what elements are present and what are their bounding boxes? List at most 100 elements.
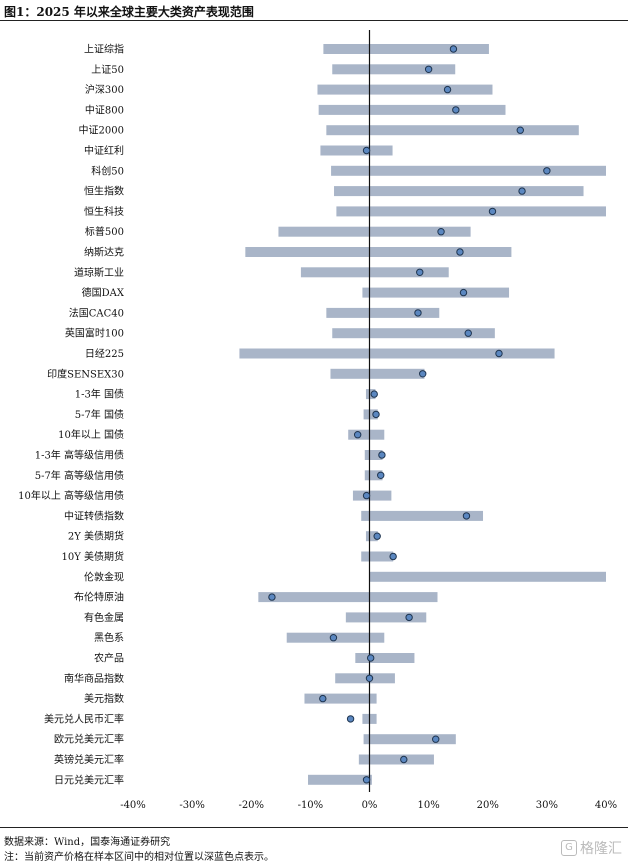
current-position-dot <box>362 776 371 784</box>
range-bar <box>300 267 449 278</box>
current-position-dot <box>353 431 362 439</box>
current-position-dot <box>377 471 385 479</box>
category-label: 欧元兑美元汇率 <box>54 733 124 746</box>
chart-title: 图1：2025 年以来全球主要大类资产表现范围 <box>4 5 254 19</box>
range-bar <box>239 348 555 359</box>
range-bar <box>361 510 484 521</box>
category-label: 日元兑美元汇率 <box>54 773 124 786</box>
range-bar <box>365 531 378 542</box>
current-position-dot <box>373 532 381 540</box>
range-bar <box>336 206 606 217</box>
category-label: 美元兑人民币汇率 <box>44 712 124 725</box>
range-bar <box>362 287 510 298</box>
category-label: 2Y 美债期货 <box>68 530 124 543</box>
x-tick-label: -10% <box>298 800 324 811</box>
range-bar <box>278 226 471 237</box>
current-position-dot <box>424 65 433 73</box>
range-bar <box>318 104 506 115</box>
current-position-dot <box>362 491 371 500</box>
current-position-dot <box>400 755 408 764</box>
range-bar <box>334 186 584 197</box>
current-position-dot <box>488 207 497 216</box>
category-label: 道琼斯工业 <box>74 266 124 279</box>
range-bar <box>331 165 606 176</box>
category-label: 科创50 <box>91 164 124 177</box>
category-label: 黑色系 <box>94 631 124 644</box>
current-position-dot <box>378 451 386 459</box>
range-bar <box>335 673 395 684</box>
category-label: 上证50 <box>91 64 124 76</box>
current-position-dot <box>414 309 422 317</box>
category-label: 伦敦金现 <box>84 570 124 583</box>
category-label: 南华商品指数 <box>64 672 124 685</box>
range-bar <box>364 450 383 460</box>
current-position-dot <box>419 370 427 378</box>
range-bar <box>245 247 512 257</box>
category-label: 10年以上 高等级信用债 <box>18 489 124 502</box>
range-bar <box>332 64 456 75</box>
range-bar <box>317 84 493 95</box>
category-label: 中证2000 <box>79 124 124 137</box>
current-position-dot <box>362 146 371 155</box>
category-label: 英镑兑美元汇率 <box>54 753 124 766</box>
current-position-dot <box>370 390 378 398</box>
bottom-rule <box>0 827 628 828</box>
range-bar <box>323 44 489 54</box>
range-bar <box>330 368 425 379</box>
category-label: 德国DAX <box>82 286 125 299</box>
range-bar <box>308 774 372 785</box>
footnote: 注：当前资产价格在样本区间中的相对位置以深蓝色点表示。 <box>4 852 274 863</box>
x-tick-label: 0% <box>362 800 378 811</box>
current-position-dot <box>518 187 526 195</box>
range-bar <box>369 571 606 582</box>
category-label: 中证红利 <box>84 144 124 157</box>
x-tick-label: 40% <box>595 800 617 811</box>
category-label: 5-7年 高等级信用债 <box>35 469 124 482</box>
range-bar <box>363 734 456 745</box>
range-bar <box>352 490 392 501</box>
x-tick-label: 20% <box>477 800 499 811</box>
current-position-dot <box>365 674 374 682</box>
source-note: 数据来源：Wind，国泰海通证券研究 <box>4 837 171 848</box>
range-bar <box>358 754 434 765</box>
x-tick-label: 30% <box>536 800 558 811</box>
category-label: 日经225 <box>85 347 124 360</box>
range-bar <box>326 125 579 136</box>
category-label: 美元指数 <box>84 692 124 705</box>
watermark-logo-icon: G <box>561 840 577 856</box>
category-label: 5-7年 国债 <box>75 408 124 421</box>
current-position-dot <box>452 106 460 114</box>
category-label: 1-3年 国债 <box>75 388 124 401</box>
current-position-dot <box>543 167 551 175</box>
current-position-dot <box>443 85 452 94</box>
current-position-dot <box>416 268 424 277</box>
current-position-dot <box>366 654 375 662</box>
category-label: 标普500 <box>85 225 124 238</box>
current-position-dot <box>459 288 468 297</box>
current-position-dot <box>456 248 464 256</box>
range-bar <box>320 145 393 156</box>
current-position-dot <box>329 634 338 642</box>
category-label: 1-3年 高等级信用债 <box>35 449 124 462</box>
range-bar <box>361 551 394 562</box>
current-position-dot <box>389 552 397 561</box>
current-position-dot <box>464 329 472 337</box>
range-bar <box>364 470 383 481</box>
category-label: 10年以上 国债 <box>58 428 124 441</box>
range-bar <box>355 653 415 663</box>
category-label: 上证综指 <box>84 43 124 56</box>
current-position-dot <box>268 593 276 601</box>
category-label: 中证转债指数 <box>64 509 124 522</box>
category-label: 印度SENSEX30 <box>47 367 124 380</box>
category-label: 恒生科技 <box>84 205 124 218</box>
x-tick-label: -30% <box>179 800 205 811</box>
current-position-dot <box>405 613 413 622</box>
range-bar <box>345 612 427 623</box>
category-label: 英国富时100 <box>65 327 124 340</box>
x-tick-label: -20% <box>238 800 264 811</box>
category-label: 10Y 美债期货 <box>61 550 124 563</box>
category-label: 纳斯达克 <box>84 246 124 259</box>
category-label: 有色金属 <box>84 611 124 624</box>
current-position-dot <box>437 228 445 236</box>
category-label: 农产品 <box>94 652 124 665</box>
